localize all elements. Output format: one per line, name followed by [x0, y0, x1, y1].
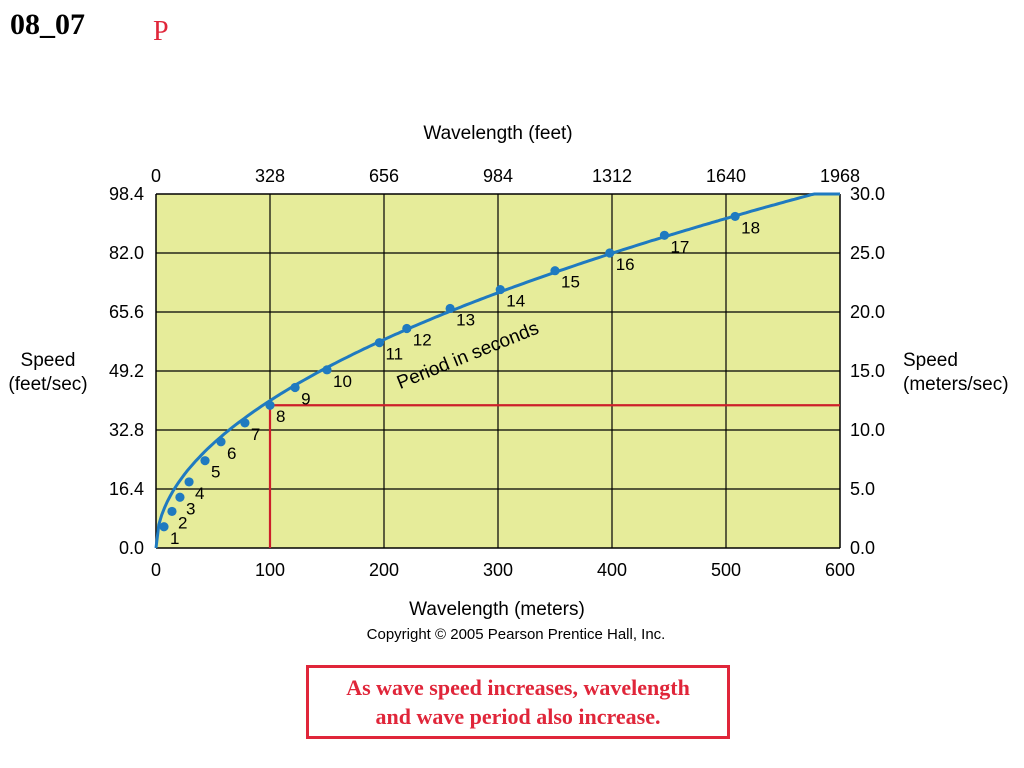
period-point-label: 8	[276, 407, 285, 426]
x-top-tick-label: 1968	[820, 166, 860, 186]
y-right-axis-title: Speed	[903, 350, 958, 371]
x-bottom-tick-label: 200	[369, 560, 399, 580]
y-right-tick-label: 25.0	[850, 243, 885, 263]
period-point-label: 9	[301, 390, 310, 409]
copyright: Copyright © 2005 Pearson Prentice Hall, …	[367, 626, 666, 643]
period-point-label: 10	[333, 372, 352, 391]
period-point	[730, 211, 740, 222]
y-left-axis-title: (feet/sec)	[8, 374, 87, 395]
y-left-tick-label: 49.2	[109, 361, 144, 381]
slide-id: 08_07	[10, 8, 85, 41]
period-point	[290, 382, 300, 393]
y-right-axis-title: (meters/sec)	[903, 374, 1009, 395]
callout-line-2: and wave period also increase.	[375, 704, 661, 729]
period-point-label: 6	[227, 444, 236, 463]
y-left-tick-label: 16.4	[109, 479, 144, 499]
period-point	[240, 418, 250, 428]
grid-lines	[155, 193, 841, 549]
x-bottom-tick-label: 400	[597, 560, 627, 580]
period-point	[184, 477, 194, 487]
period-point-label: 7	[251, 425, 260, 444]
period-point-label: 1	[170, 529, 179, 548]
period-point	[200, 456, 210, 466]
x-top-tick-label: 328	[255, 166, 285, 186]
period-point-label: 2	[178, 513, 187, 532]
x-bottom-tick-label: 500	[711, 560, 741, 580]
period-point-label: 5	[211, 463, 220, 482]
y-right-tick-label: 15.0	[850, 361, 885, 381]
y-right-tick-label: 30.0	[850, 184, 885, 204]
period-point-label: 11	[385, 345, 403, 364]
axis-titles: Wavelength (feet) Wavelength (meters) Spee…	[8, 123, 1008, 620]
period-point-label: 14	[506, 292, 525, 311]
period-point	[495, 284, 505, 295]
x-top-tick-label: 656	[369, 166, 399, 186]
period-point	[659, 230, 670, 240]
y-left-tick-label: 32.8	[109, 420, 144, 440]
x-bottom-axis-title: Wavelength (meters)	[409, 599, 585, 620]
slide-letter: P	[153, 16, 169, 47]
period-point	[445, 303, 455, 314]
period-point-label: 17	[670, 237, 689, 256]
period-point-label: 12	[413, 331, 432, 350]
period-point	[265, 400, 275, 410]
period-point	[550, 266, 560, 276]
x-top-tick-label: 0	[151, 166, 161, 186]
x-top-tick-label: 1640	[706, 166, 746, 186]
period-point	[402, 323, 412, 334]
period-point-label: 13	[456, 310, 475, 329]
period-point	[374, 338, 385, 348]
period-point-label: 18	[741, 218, 760, 237]
period-point	[605, 248, 615, 258]
period-point	[175, 492, 185, 502]
x-bottom-tick-label: 0	[151, 560, 161, 580]
summary-callout: As wave speed increases, wavelength and …	[306, 665, 730, 739]
y-right-tick-label: 10.0	[850, 420, 885, 440]
y-left-tick-label: 82.0	[109, 243, 144, 263]
period-point	[216, 437, 226, 447]
y-left-tick-label: 0.0	[119, 538, 144, 558]
x-bottom-tick-label: 600	[825, 560, 855, 580]
x-bottom-tick-label: 100	[255, 560, 285, 580]
period-point-label: 15	[561, 273, 580, 292]
x-top-tick-label: 984	[483, 166, 513, 186]
period-point	[322, 365, 332, 375]
x-top-tick-label: 1312	[592, 166, 632, 186]
x-bottom-tick-label: 300	[483, 560, 513, 580]
highlight-guides	[268, 404, 840, 548]
period-point-label: 3	[186, 499, 195, 518]
period-point	[167, 506, 177, 517]
y-right-tick-label: 20.0	[850, 302, 885, 322]
x-top-axis-title: Wavelength (feet)	[423, 123, 572, 144]
y-left-tick-label: 65.6	[109, 302, 144, 322]
period-point-label: 16	[616, 255, 635, 274]
y-left-axis-title: Speed	[21, 350, 76, 371]
period-point-label: 4	[195, 484, 204, 503]
y-right-tick-label: 0.0	[850, 538, 875, 558]
callout-line-1: As wave speed increases, wavelength	[346, 675, 690, 700]
y-left-tick-label: 98.4	[109, 184, 144, 204]
period-point	[159, 522, 169, 532]
y-right-tick-label: 5.0	[850, 479, 875, 499]
